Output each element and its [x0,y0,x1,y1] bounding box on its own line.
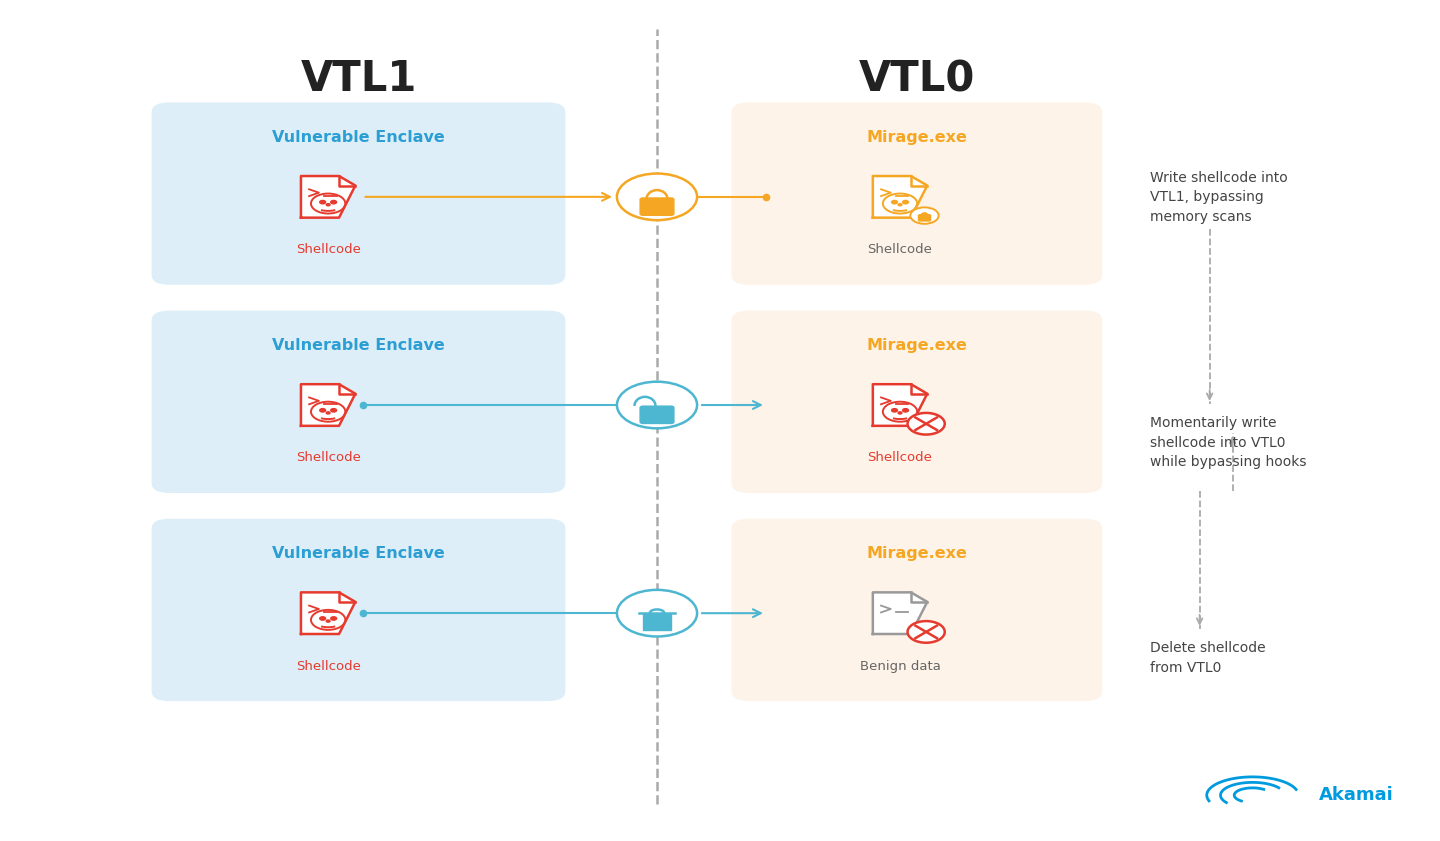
Circle shape [320,200,325,204]
FancyBboxPatch shape [151,310,566,493]
Circle shape [320,616,325,620]
FancyBboxPatch shape [732,310,1102,493]
Bar [642,614,671,630]
Polygon shape [301,592,356,634]
Circle shape [616,173,697,220]
Text: Vulnerable Enclave: Vulnerable Enclave [272,546,445,561]
Polygon shape [873,384,927,426]
Text: VTL1: VTL1 [301,58,416,100]
Text: Delete shellcode
from VTL0: Delete shellcode from VTL0 [1149,641,1266,674]
FancyBboxPatch shape [919,214,930,221]
Circle shape [331,200,337,204]
Circle shape [903,409,909,412]
Text: Akamai: Akamai [1319,786,1392,804]
Circle shape [907,621,945,643]
Circle shape [891,409,897,412]
FancyBboxPatch shape [732,519,1102,701]
Circle shape [327,412,330,414]
Text: Vulnerable Enclave: Vulnerable Enclave [272,338,445,353]
FancyBboxPatch shape [732,103,1102,285]
Circle shape [910,208,939,224]
Circle shape [899,204,901,206]
FancyBboxPatch shape [151,519,566,701]
Circle shape [331,409,337,412]
Circle shape [899,412,901,414]
Text: Shellcode: Shellcode [867,452,933,464]
Polygon shape [301,384,356,426]
Text: Shellcode: Shellcode [295,659,360,673]
Text: Vulnerable Enclave: Vulnerable Enclave [272,130,445,145]
Text: VTL0: VTL0 [858,58,975,100]
Text: Shellcode: Shellcode [295,243,360,257]
FancyBboxPatch shape [641,198,674,215]
Polygon shape [301,176,356,218]
Text: Mirage.exe: Mirage.exe [867,130,968,145]
Text: Mirage.exe: Mirage.exe [867,546,968,561]
Text: Shellcode: Shellcode [867,243,933,257]
Text: Mirage.exe: Mirage.exe [867,338,968,353]
Circle shape [320,409,325,412]
FancyBboxPatch shape [641,406,674,424]
Circle shape [907,413,945,435]
Text: Benign data: Benign data [860,659,940,673]
Circle shape [616,382,697,428]
Polygon shape [873,592,927,634]
Circle shape [327,204,330,206]
FancyBboxPatch shape [151,103,566,285]
Circle shape [616,590,697,637]
Circle shape [327,620,330,622]
Circle shape [891,200,897,204]
Circle shape [903,200,909,204]
Text: Shellcode: Shellcode [295,452,360,464]
Text: Momentarily write
shellcode into VTL0
while bypassing hooks: Momentarily write shellcode into VTL0 wh… [1149,416,1306,469]
Text: Write shellcode into
VTL1, bypassing
memory scans: Write shellcode into VTL1, bypassing mem… [1149,171,1287,224]
Polygon shape [873,176,927,218]
Circle shape [331,616,337,620]
